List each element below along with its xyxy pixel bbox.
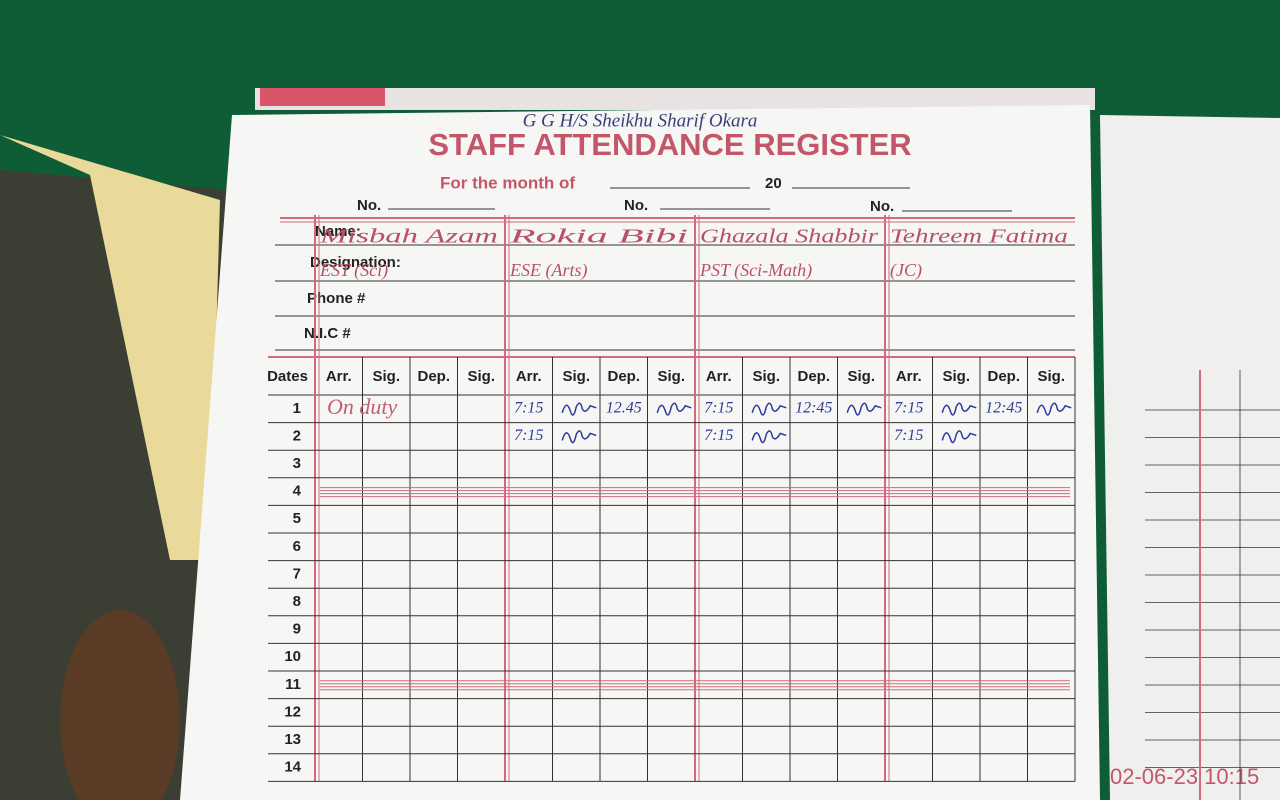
column-header: Sig. bbox=[562, 368, 590, 385]
date-number: 13 bbox=[284, 731, 301, 748]
staff-designation: EST (Sci) bbox=[319, 260, 388, 281]
column-header: Dep. bbox=[417, 368, 450, 385]
staff-name: Ghazala Shabbir bbox=[700, 226, 878, 248]
staff-designation: (JC) bbox=[890, 260, 922, 281]
arrival-time: 7:15 bbox=[514, 427, 543, 444]
date-number: 9 bbox=[293, 621, 301, 638]
school-name: G G H/S Sheikhu Sharif Okara bbox=[523, 110, 758, 131]
cover-strip bbox=[260, 88, 385, 106]
column-header: Arr. bbox=[896, 368, 922, 385]
register-table: Misbah Azam EST (Sci) Rokia Bibi ESE (Arts)… bbox=[267, 215, 1280, 800]
date-number: 14 bbox=[284, 759, 301, 776]
wood bbox=[0, 135, 220, 560]
signature bbox=[941, 430, 977, 444]
date-number: 4 bbox=[293, 483, 302, 500]
number-label: No. bbox=[357, 197, 381, 214]
column-header: Sig. bbox=[467, 368, 495, 385]
register-title: STAFF ATTENDANCE REGISTER bbox=[428, 127, 911, 162]
nic-label: N.I.C # bbox=[304, 325, 351, 342]
staff-designation: ESE (Arts) bbox=[509, 260, 587, 281]
date-number: 10 bbox=[284, 648, 301, 665]
column-header: Arr. bbox=[706, 368, 732, 385]
arrival-time: 7:15 bbox=[894, 427, 923, 444]
column-header: Dep. bbox=[987, 368, 1020, 385]
column-header: Sig. bbox=[942, 368, 970, 385]
column-header: Arr. bbox=[516, 368, 542, 385]
year-prefix: 20 bbox=[765, 175, 782, 192]
date-number: 3 bbox=[293, 455, 301, 472]
shoe bbox=[60, 610, 180, 800]
signature bbox=[751, 430, 787, 444]
arrival-time: 7:15 bbox=[514, 399, 543, 416]
arrival-time: 7:15 bbox=[894, 399, 923, 416]
column-header: Sig. bbox=[847, 368, 875, 385]
signature bbox=[561, 402, 597, 416]
staff-name: Rokia Bibi bbox=[508, 226, 688, 248]
date-number: 2 bbox=[293, 427, 301, 444]
month-label: For the month of bbox=[440, 173, 575, 192]
right-page bbox=[1100, 115, 1280, 800]
date-number: 8 bbox=[293, 593, 301, 610]
date-number: 6 bbox=[293, 538, 301, 555]
phone-label: Phone # bbox=[307, 290, 366, 307]
date-number: 5 bbox=[293, 510, 301, 527]
signature bbox=[1036, 402, 1072, 416]
name-label: Name: bbox=[315, 223, 361, 240]
departure-time: 12:45 bbox=[795, 399, 832, 416]
departure-time: 12:45 bbox=[985, 399, 1022, 416]
entry-note: On duty bbox=[327, 394, 398, 419]
column-header: Sig. bbox=[657, 368, 685, 385]
cover-edge bbox=[255, 88, 1095, 110]
column-header: Arr. bbox=[326, 368, 352, 385]
staff-designation: PST (Sci-Math) bbox=[699, 260, 812, 281]
staff-name: Tehreem Fatima bbox=[890, 226, 1068, 248]
departure-time: 12.45 bbox=[606, 399, 642, 416]
signature bbox=[846, 402, 882, 416]
date-number: 11 bbox=[285, 676, 301, 693]
date-number: 12 bbox=[284, 703, 301, 720]
column-header: Dep. bbox=[607, 368, 640, 385]
date-number: 7 bbox=[293, 565, 301, 582]
column-header: Dep. bbox=[797, 368, 830, 385]
signature bbox=[941, 402, 977, 416]
arrival-time: 7:15 bbox=[704, 399, 733, 416]
date-number: 1 bbox=[293, 400, 301, 417]
arrival-time: 7:15 bbox=[704, 427, 733, 444]
number-label: No. bbox=[624, 197, 648, 214]
photo-timestamp: 02-06-23 10:15 bbox=[1110, 764, 1259, 789]
dates-header: Dates bbox=[267, 368, 308, 385]
column-header: Sig. bbox=[752, 368, 780, 385]
signature bbox=[656, 402, 692, 416]
number-label: No. bbox=[870, 198, 894, 215]
signature bbox=[561, 430, 597, 444]
designation-label: Designation: bbox=[310, 254, 401, 271]
signature bbox=[751, 402, 787, 416]
column-header: Sig. bbox=[372, 368, 400, 385]
staff-name: Misbah Azam bbox=[318, 226, 498, 248]
column-header: Sig. bbox=[1037, 368, 1065, 385]
